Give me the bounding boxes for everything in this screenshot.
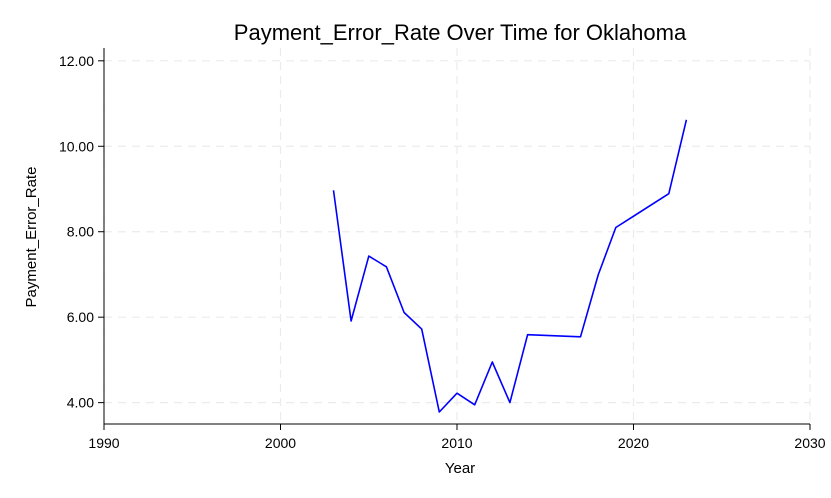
chart-title: Payment_Error_Rate Over Time for Oklahom… xyxy=(234,20,687,45)
series-line xyxy=(332,119,688,413)
x-tick-label: 2000 xyxy=(265,435,296,451)
x-tick-label: 2010 xyxy=(441,435,472,451)
x-tick-label: 2020 xyxy=(618,435,649,451)
x-axis-ticks: 1990 2000 2010 2020 2030 xyxy=(88,424,826,451)
y-tick-label: 6.00 xyxy=(67,309,94,325)
y-axis-label: Payment_Error_Rate xyxy=(23,167,40,308)
y-tick-label: 10.00 xyxy=(59,138,94,154)
y-tick-label: 12.00 xyxy=(59,53,94,69)
x-axis-label: Year xyxy=(445,460,475,477)
y-gridlines xyxy=(104,60,810,404)
y-tick-label: 4.00 xyxy=(67,395,94,411)
x-gridlines xyxy=(103,48,811,424)
x-tick-label: 2030 xyxy=(794,435,825,451)
y-tick-label: 8.00 xyxy=(67,224,94,240)
y-axis-ticks: 4.00 6.00 8.00 10.00 12.00 xyxy=(59,53,104,411)
plot-series xyxy=(332,119,688,413)
x-tick-label: 1990 xyxy=(88,435,119,451)
